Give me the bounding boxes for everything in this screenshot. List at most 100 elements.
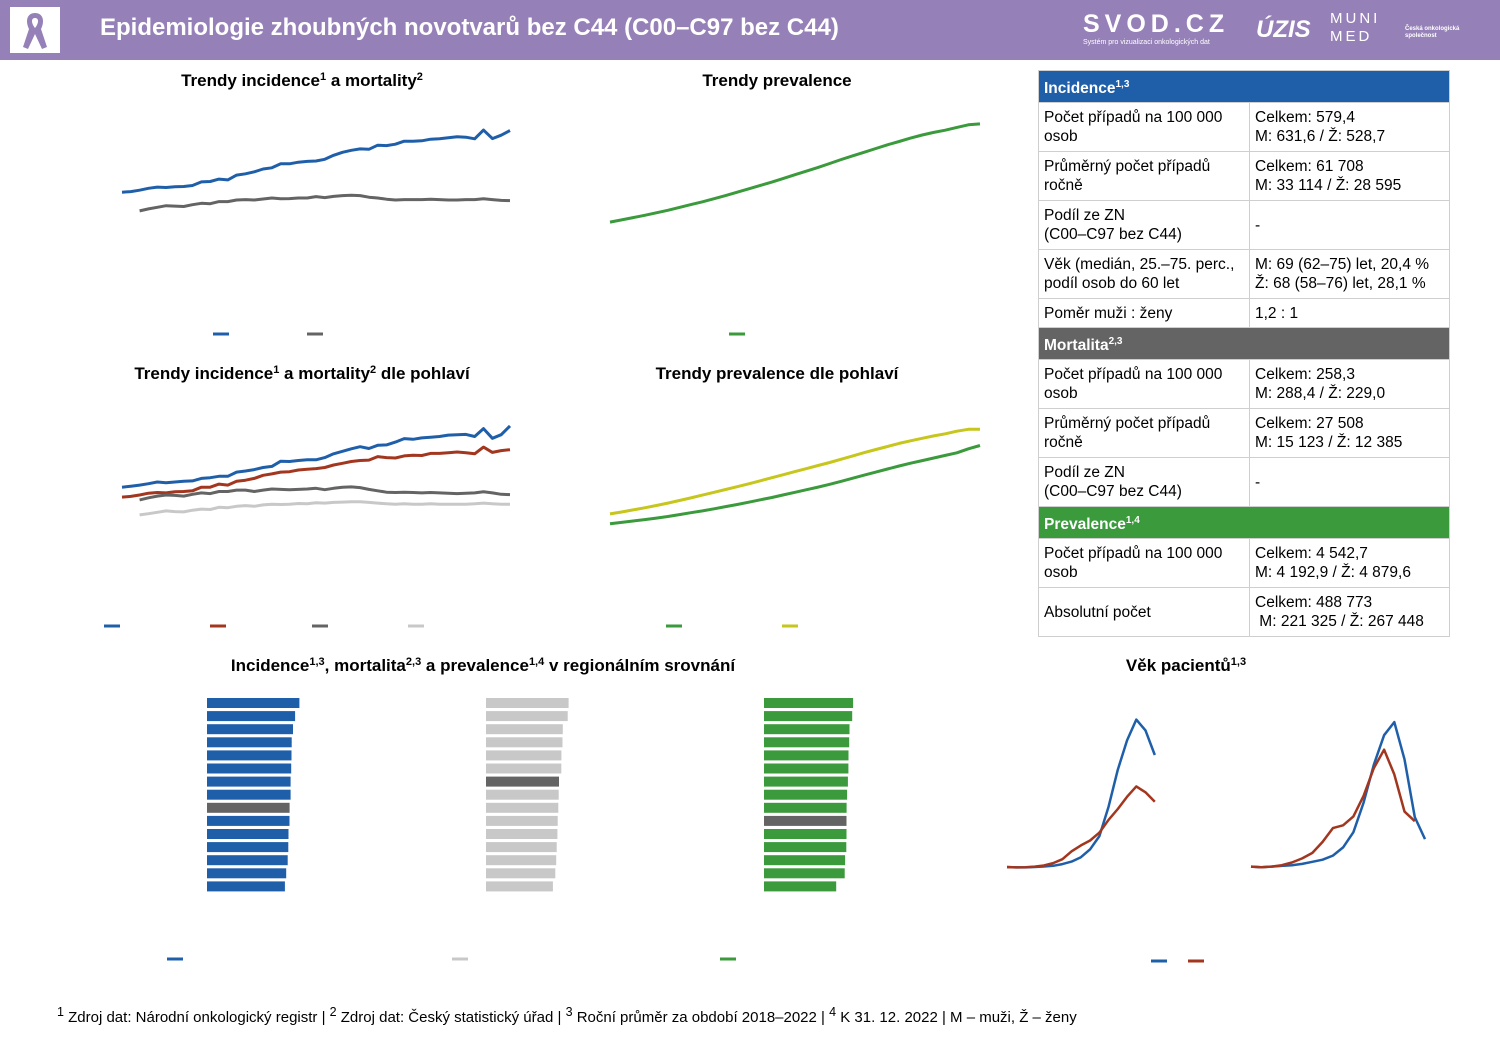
inc-share-label-2: (C00–C97 bez C44) [1044,226,1182,243]
table-row: Podíl ze ZN (C00–C97 bez C44) - [1038,200,1450,250]
age-chart-age-share [1250,720,1427,869]
muni-logo-line1: MUNI [1330,10,1381,27]
prevalence-section-header: Prevalence1,4 [1038,506,1450,539]
bar [207,698,300,708]
inc-share-label: Podíl ze ZN (C00–C97 bez C44) [1038,200,1250,250]
bar [207,829,289,839]
mor-rate-total: Celkem: 258,3 [1255,366,1355,383]
prevalence-header-label: Prevalence [1044,516,1126,534]
svod-logo-subtitle: Systém pro vizualizaci onkologických dat [1083,39,1210,46]
series-line-incidence-m [121,424,512,489]
mor-avg-total: Celkem: 27 508 [1255,415,1364,432]
prev-abs-total: Celkem: 488 773 [1255,594,1373,611]
incidence-header-cell: Incidence1,3 [1038,70,1450,103]
inc-age-men: M: 69 (62–75) let, 20,4 % [1255,256,1430,273]
mor-rate-value: Celkem: 258,3 M: 288,4 / Ž: 229,0 [1249,359,1450,409]
bar [207,737,292,748]
summary-table: Incidence1,3 Počet případů na 100 000 os… [1038,70,1450,637]
bar [764,711,853,722]
bar [486,737,563,748]
bar [207,815,290,826]
series-line-incidence-ž [121,445,511,499]
line-chart-trend-prevalence [609,122,981,336]
mortality-section-header: Mortalita2,3 [1038,327,1450,360]
mor-avg-sex: M: 15 123 / Ž: 12 385 [1255,434,1403,451]
muni-logo-line2: MED [1330,28,1373,45]
mortality-header-label: Mortalita [1044,337,1109,355]
prevalence-header-sup: 1,4 [1125,514,1140,526]
chart-title-trend-incidence-mortality: Trendy incidence1 a mortality2 [181,71,423,90]
bar [486,789,559,800]
prevalence-header-cell: Prevalence1,4 [1038,506,1450,539]
footnote-text-4: K 31. 12. 2022 | M – muži, Ž – ženy [836,1009,1077,1026]
page-title: Epidemiologie zhoubných novotvarů bez C4… [100,14,839,41]
bar [764,881,837,892]
table-row: Průměrný počet případů ročně Celkem: 61 … [1038,151,1450,201]
series-line-women [1006,785,1156,869]
bar [486,802,559,813]
inc-rate-value: Celkem: 579,4 M: 631,6 / Ž: 528,7 [1249,102,1450,152]
chart-title-regional: Incidence1,3, mortalita2,3 a prevalence1… [231,656,736,675]
mor-rate-sex: M: 288,4 / Ž: 229,0 [1255,385,1386,402]
society-logo: Česká onkologická společnost [1405,26,1460,39]
inc-share-label-1: Podíl ze ZN [1044,207,1125,224]
bar [486,711,568,722]
chart-title-trend-sex-incidence-mortality: Trendy incidence1 a mortality2 dle pohla… [134,364,471,383]
bar [486,842,557,853]
mor-share-label-2: (C00–C97 bez C44) [1044,483,1182,500]
mor-rate-label: Počet případů na 100 000 osob [1038,359,1250,409]
series-line-incidence [121,128,511,194]
bar-chart-regional-incidence [167,698,300,961]
bar [486,881,553,892]
chart-title-trend-prevalence: Trendy prevalence [702,71,851,90]
inc-avg-value: Celkem: 61 708 M: 33 114 / Ž: 28 595 [1249,151,1450,201]
bar [207,776,291,787]
series-line-mortalita [139,193,511,213]
chart-title-age: Věk pacientů1,3 [1126,656,1246,675]
bar [764,842,847,853]
bar [207,763,292,774]
prev-abs-sex: M: 221 325 / Ž: 267 448 [1255,613,1424,630]
prev-abs-value: Celkem: 488 773 M: 221 325 / Ž: 267 448 [1249,587,1450,637]
inc-rate-label: Počet případů na 100 000 osob [1038,102,1250,152]
inc-age-women: Ž: 68 (58–76) let, 28,1 % [1255,275,1426,292]
bar [764,829,847,839]
bar [207,868,287,879]
bar [764,763,849,774]
bar [207,724,293,735]
mor-share-label: Podíl ze ZN (C00–C97 bez C44) [1038,457,1250,507]
bar [207,855,288,866]
mor-share-value: - [1249,457,1450,507]
inc-rate-total: Celkem: 579,4 [1255,109,1355,126]
bar [764,776,848,787]
bar [764,868,845,879]
mor-avg-label: Průměrný počet případů ročně [1038,408,1250,458]
series-line-prevalence-ž [609,427,980,516]
inc-avg-label: Průměrný počet případů ročně [1038,151,1250,201]
prev-abs-label: Absolutní počet [1038,587,1250,637]
inc-age-value: M: 69 (62–75) let, 20,4 % Ž: 68 (58–76) l… [1249,249,1450,299]
bar [486,698,569,708]
incidence-section-header: Incidence1,3 [1038,70,1450,103]
table-row: Věk (medián, 25.–75. perc., podíl osob do… [1038,249,1450,299]
footnote-sup-1: 1 [57,1005,64,1019]
muni-med-logo: MUNI MED [1330,10,1380,46]
table-row: Počet případů na 100 000 osob Celkem: 25… [1038,359,1450,409]
header-bar: Epidemiologie zhoubných novotvarů bez C4… [0,0,1500,60]
ribbon-logo [10,7,60,53]
incidence-header-label: Incidence [1044,80,1116,98]
line-chart-trend-sex-incidence-mortality [104,424,512,628]
footnote-sup-3: 3 [565,1005,573,1019]
bar [207,711,296,722]
bar [486,724,563,735]
inc-share-value: - [1249,200,1450,250]
series-line-mortalita-m [139,485,511,502]
bar [764,698,854,708]
inc-age-label-2: podíl osob do 60 let [1044,275,1180,292]
inc-ratio-label: Poměr muži : ženy [1038,298,1250,328]
bar [486,868,556,879]
bar [486,815,558,826]
prev-rate-label: Počet případů na 100 000 osob [1038,538,1250,588]
bar [207,842,289,853]
footnote-sup-4: 4 [829,1005,837,1019]
